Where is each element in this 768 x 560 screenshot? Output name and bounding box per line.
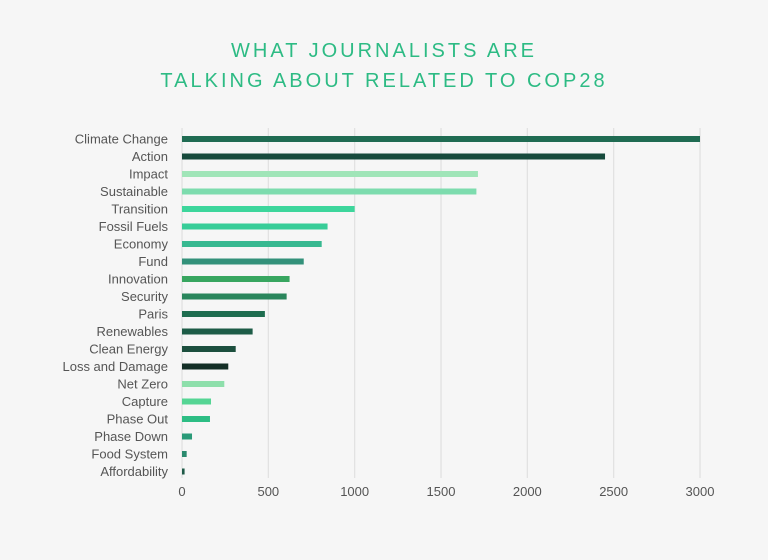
bar (182, 136, 700, 142)
y-category-label: Sustainable (100, 184, 168, 199)
bar (182, 293, 287, 300)
bar (182, 328, 253, 335)
x-tick-label: 500 (257, 484, 279, 499)
bar (182, 381, 225, 387)
bar (182, 398, 212, 405)
y-category-label: Capture (122, 394, 168, 409)
x-tick-label: 1500 (427, 484, 456, 499)
x-tick-label: 3000 (686, 484, 715, 499)
bar (182, 468, 185, 475)
bar (182, 346, 236, 352)
y-category-label: Phase Down (94, 429, 168, 444)
bar (182, 171, 478, 177)
x-tick-label: 1000 (340, 484, 369, 499)
y-category-label: Clean Energy (89, 342, 168, 357)
bar (182, 188, 477, 195)
chart-title-line-1: WHAT JOURNALISTS ARE (231, 40, 537, 62)
y-category-label: Fund (138, 254, 168, 269)
bar (182, 223, 328, 230)
chart-title-line-2: TALKING ABOUT RELATED TO COP28 (160, 70, 608, 92)
x-tick-label: 2000 (513, 484, 542, 499)
y-category-label: Food System (91, 447, 168, 462)
y-category-label: Innovation (108, 272, 168, 287)
x-tick-label: 2500 (599, 484, 628, 499)
bar (182, 276, 290, 282)
y-category-label: Renewables (96, 324, 168, 339)
y-category-label: Affordability (100, 464, 168, 479)
y-category-label: Action (132, 149, 168, 164)
bar (182, 311, 265, 317)
y-category-label: Impact (129, 167, 168, 182)
bar (182, 241, 322, 247)
y-category-label: Security (121, 289, 168, 304)
bar (182, 206, 355, 212)
bar (182, 258, 304, 265)
y-category-label: Economy (114, 237, 169, 252)
y-category-label: Phase Out (107, 412, 169, 427)
y-category-label: Fossil Fuels (99, 219, 169, 234)
y-category-label: Paris (138, 307, 168, 322)
bar (182, 153, 606, 160)
bar (182, 363, 229, 370)
x-tick-label: 0 (178, 484, 185, 499)
bar (182, 451, 187, 457)
y-category-label: Transition (111, 202, 168, 217)
y-category-label: Loss and Damage (62, 359, 168, 374)
bar (182, 416, 210, 422)
bar (182, 433, 193, 440)
y-category-label: Climate Change (75, 132, 168, 147)
y-category-label: Net Zero (117, 377, 168, 392)
